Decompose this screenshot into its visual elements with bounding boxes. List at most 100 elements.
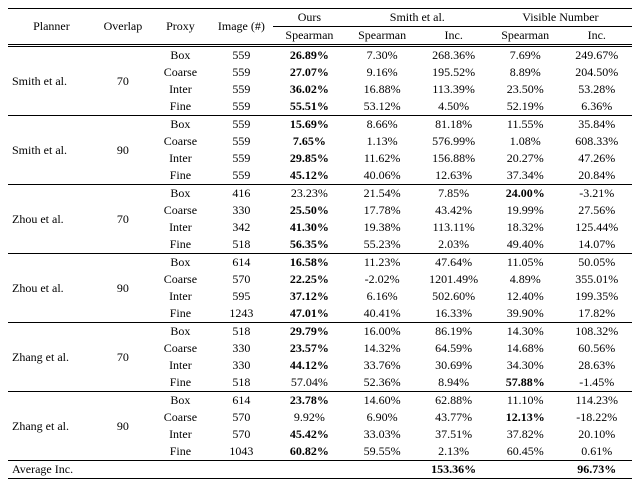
cell-smith-spearman: 16.00% (346, 323, 419, 341)
cell-visnum-spearman: 11.10% (489, 392, 562, 410)
cell-visnum-spearman: 20.27% (489, 150, 562, 167)
cell-ours: 41.30% (273, 219, 346, 236)
cell-proxy: Box (151, 185, 210, 203)
cell-proxy: Box (151, 392, 210, 410)
footer-visnum-inc: 96.73% (562, 461, 632, 479)
cell-visnum-inc: 20.84% (562, 167, 632, 185)
col-proxy: Proxy (151, 9, 210, 46)
cell-ours: 16.58% (273, 254, 346, 272)
cell-smith-inc: 4.50% (418, 98, 488, 116)
cell-visnum-inc: -1.45% (562, 374, 632, 392)
col-smith-spearman: Spearman (346, 27, 419, 46)
cell-image: 559 (210, 46, 273, 65)
cell-smith-spearman: 14.32% (346, 340, 419, 357)
cell-smith-inc: 43.42% (418, 202, 488, 219)
table-row: Zhang et al.70Box51829.79%16.00%86.19%14… (8, 323, 632, 341)
cell-proxy: Coarse (151, 64, 210, 81)
footer-label: Average Inc. (8, 461, 273, 479)
cell-visnum-inc: 60.56% (562, 340, 632, 357)
cell-smith-inc: 8.94% (418, 374, 488, 392)
cell-proxy: Inter (151, 357, 210, 374)
cell-image: 559 (210, 167, 273, 185)
cell-image: 570 (210, 271, 273, 288)
footer-blank (346, 461, 419, 479)
col-group-ours: Ours (273, 9, 346, 27)
cell-smith-spearman: 7.30% (346, 46, 419, 65)
results-table: Planner Overlap Proxy Image (#) Ours Smi… (8, 8, 632, 479)
cell-planner: Zhang et al. (8, 392, 95, 461)
cell-visnum-inc: 27.56% (562, 202, 632, 219)
cell-visnum-spearman: 4.89% (489, 271, 562, 288)
cell-proxy: Coarse (151, 202, 210, 219)
cell-smith-spearman: 9.16% (346, 64, 419, 81)
cell-smith-inc: 113.11% (418, 219, 488, 236)
cell-proxy: Inter (151, 426, 210, 443)
cell-ours: 60.82% (273, 443, 346, 461)
cell-visnum-spearman: 57.88% (489, 374, 562, 392)
cell-ours: 56.35% (273, 236, 346, 254)
cell-ours: 26.89% (273, 46, 346, 65)
cell-smith-spearman: 14.60% (346, 392, 419, 410)
cell-smith-spearman: 59.55% (346, 443, 419, 461)
cell-visnum-inc: 0.61% (562, 443, 632, 461)
cell-visnum-inc: 125.44% (562, 219, 632, 236)
cell-proxy: Fine (151, 305, 210, 323)
col-image: Image (#) (210, 9, 273, 46)
cell-visnum-inc: 6.36% (562, 98, 632, 116)
cell-visnum-inc: 53.28% (562, 81, 632, 98)
cell-ours: 7.65% (273, 133, 346, 150)
cell-ours: 45.12% (273, 167, 346, 185)
table-body: Smith et al.70Box55926.89%7.30%268.36%7.… (8, 46, 632, 479)
cell-visnum-spearman: 19.99% (489, 202, 562, 219)
cell-ours: 57.04% (273, 374, 346, 392)
cell-ours: 29.85% (273, 150, 346, 167)
cell-overlap: 90 (95, 392, 151, 461)
table-row: Zhang et al.90Box61423.78%14.60%62.88%11… (8, 392, 632, 410)
cell-visnum-spearman: 12.13% (489, 409, 562, 426)
cell-image: 518 (210, 374, 273, 392)
cell-smith-inc: 47.64% (418, 254, 488, 272)
cell-image: 570 (210, 426, 273, 443)
cell-visnum-spearman: 14.30% (489, 323, 562, 341)
cell-smith-inc: 81.18% (418, 116, 488, 134)
cell-planner: Smith et al. (8, 116, 95, 185)
cell-smith-spearman: 1.13% (346, 133, 419, 150)
cell-smith-spearman: 21.54% (346, 185, 419, 203)
cell-proxy: Fine (151, 167, 210, 185)
cell-visnum-spearman: 23.50% (489, 81, 562, 98)
cell-image: 330 (210, 202, 273, 219)
cell-planner: Smith et al. (8, 46, 95, 116)
cell-visnum-spearman: 24.00% (489, 185, 562, 203)
cell-image: 614 (210, 254, 273, 272)
cell-smith-inc: 64.59% (418, 340, 488, 357)
cell-smith-inc: 62.88% (418, 392, 488, 410)
cell-visnum-spearman: 11.05% (489, 254, 562, 272)
cell-visnum-spearman: 7.69% (489, 46, 562, 65)
table-row: Zhou et al.70Box41623.23%21.54%7.85%24.0… (8, 185, 632, 203)
col-smith-inc: Inc. (418, 27, 488, 46)
cell-visnum-inc: 14.07% (562, 236, 632, 254)
col-overlap: Overlap (95, 9, 151, 46)
cell-visnum-inc: 28.63% (562, 357, 632, 374)
cell-visnum-spearman: 11.55% (489, 116, 562, 134)
cell-proxy: Fine (151, 98, 210, 116)
cell-smith-spearman: 33.03% (346, 426, 419, 443)
cell-smith-inc: 268.36% (418, 46, 488, 65)
cell-proxy: Box (151, 323, 210, 341)
cell-visnum-spearman: 52.19% (489, 98, 562, 116)
cell-proxy: Box (151, 46, 210, 65)
cell-overlap: 90 (95, 116, 151, 185)
cell-smith-inc: 156.88% (418, 150, 488, 167)
cell-visnum-inc: 35.84% (562, 116, 632, 134)
table-header: Planner Overlap Proxy Image (#) Ours Smi… (8, 9, 632, 46)
cell-smith-spearman: -2.02% (346, 271, 419, 288)
cell-smith-inc: 576.99% (418, 133, 488, 150)
cell-overlap: 90 (95, 254, 151, 323)
cell-visnum-spearman: 39.90% (489, 305, 562, 323)
cell-ours: 22.25% (273, 271, 346, 288)
col-planner: Planner (8, 9, 95, 46)
cell-image: 559 (210, 116, 273, 134)
cell-smith-inc: 86.19% (418, 323, 488, 341)
cell-visnum-inc: 608.33% (562, 133, 632, 150)
cell-planner: Zhou et al. (8, 185, 95, 254)
